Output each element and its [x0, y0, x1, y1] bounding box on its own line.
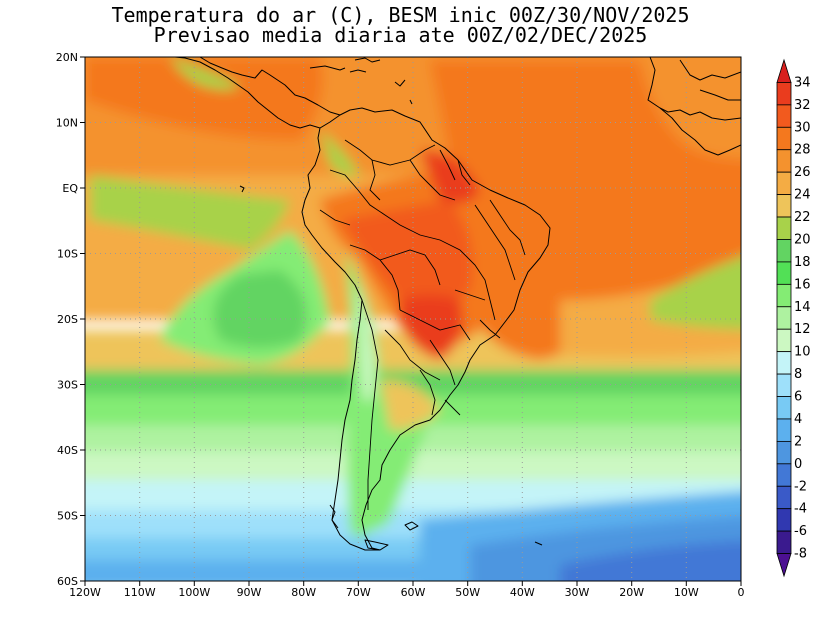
lon-label: 40W — [510, 586, 535, 599]
lat-label: 20N — [56, 51, 78, 64]
colorbar-label: 4 — [794, 412, 802, 427]
south-america-coastline — [301, 107, 551, 551]
colorbar-swatch — [776, 261, 792, 285]
lon-label: 50W — [455, 586, 480, 599]
colorbar-label: -4 — [794, 502, 807, 517]
lat-label: 10S — [57, 248, 78, 261]
map-title-line-2: Previsao media diaria ate 00Z/02/DEC/202… — [153, 23, 648, 47]
colorbar-label: 2 — [794, 434, 802, 449]
lon-label: 10W — [674, 586, 699, 599]
colorbar-label: 16 — [794, 277, 811, 292]
colorbar-label: 32 — [794, 98, 811, 113]
colorbar-label: 30 — [794, 120, 811, 135]
colorbar-label: 14 — [794, 300, 811, 315]
colorbar-swatch — [776, 82, 792, 106]
lon-label: 110W — [124, 586, 156, 599]
colorbar-swatch — [776, 194, 792, 218]
coastlines — [174, 57, 741, 551]
colorbar-swatch — [776, 351, 792, 375]
colorbar-swatch — [776, 149, 792, 173]
colorbar-label: -8 — [794, 547, 807, 562]
colorbar-swatch — [776, 463, 792, 487]
latitude-axis-labels: 20N 10N EQ 10S 20S 30S 40S 50S 60S — [56, 51, 79, 588]
colorbar-label: 18 — [794, 255, 811, 270]
lon-label: 30W — [565, 586, 590, 599]
lon-label: 90W — [237, 586, 262, 599]
colorbar-label: 12 — [794, 322, 811, 337]
colorbar-label: -2 — [794, 479, 807, 494]
map-title-line-1: Temperatura do ar (C), BESM inic 00Z/30/… — [111, 3, 690, 27]
colorbar-swatch — [776, 418, 792, 442]
colorbar-swatch — [776, 306, 792, 330]
colorbar-label: 0 — [794, 457, 802, 472]
temperature-field — [85, 57, 741, 581]
colorbar-swatch — [776, 239, 792, 263]
colorbar-swatch — [776, 171, 792, 196]
colorbar-swatch — [776, 104, 792, 128]
lon-label: 60W — [401, 586, 426, 599]
lon-label: 0 — [738, 586, 745, 599]
axis-ticks — [80, 56, 742, 586]
colorbar-swatch — [776, 328, 792, 353]
lat-label: 10N — [56, 117, 78, 130]
colorbar-label: 10 — [794, 345, 811, 360]
colorbar-swatch — [776, 58, 792, 83]
lon-label: 100W — [178, 586, 210, 599]
colorbar-label: 26 — [794, 165, 811, 180]
longitude-axis-labels: 120W 110W 100W 90W 80W 70W 60W 50W 40W 3… — [69, 586, 744, 599]
colorbar-swatch — [776, 553, 792, 578]
colorbar-swatch — [776, 216, 792, 240]
lat-label: 30S — [57, 379, 78, 392]
colorbar-swatch — [776, 126, 792, 151]
lat-label: 40S — [57, 444, 78, 457]
central-america-coastline — [174, 57, 321, 129]
colorbar-label: 22 — [794, 210, 811, 225]
colorbar-swatch — [776, 485, 792, 510]
colorbar-swatch — [776, 508, 792, 532]
colorbar-swatch — [776, 283, 792, 308]
colorbar-label: 8 — [794, 367, 802, 382]
colorbar-label: 28 — [794, 143, 811, 158]
lon-label: 20W — [619, 586, 644, 599]
colorbar-label: 34 — [794, 75, 811, 90]
lat-label: 60S — [57, 575, 78, 588]
colorbar-swatch — [776, 440, 792, 465]
africa-coastline — [647, 57, 741, 156]
lat-label: 50S — [57, 510, 78, 523]
colorbar-label: 6 — [794, 390, 802, 405]
lat-label: EQ — [62, 182, 78, 195]
colorbar-label: 20 — [794, 232, 811, 247]
colorbar-label: -6 — [794, 524, 807, 539]
lon-label: 120W — [69, 586, 101, 599]
colorbar-swatch — [776, 396, 792, 420]
colorbar-label: 24 — [794, 188, 811, 203]
colorbar-swatch — [776, 373, 792, 397]
colorbar-swatch — [776, 530, 792, 554]
lon-label: 80W — [291, 586, 316, 599]
lon-label: 70W — [346, 586, 371, 599]
lat-label: 20S — [57, 313, 78, 326]
country-borders — [319, 139, 526, 510]
